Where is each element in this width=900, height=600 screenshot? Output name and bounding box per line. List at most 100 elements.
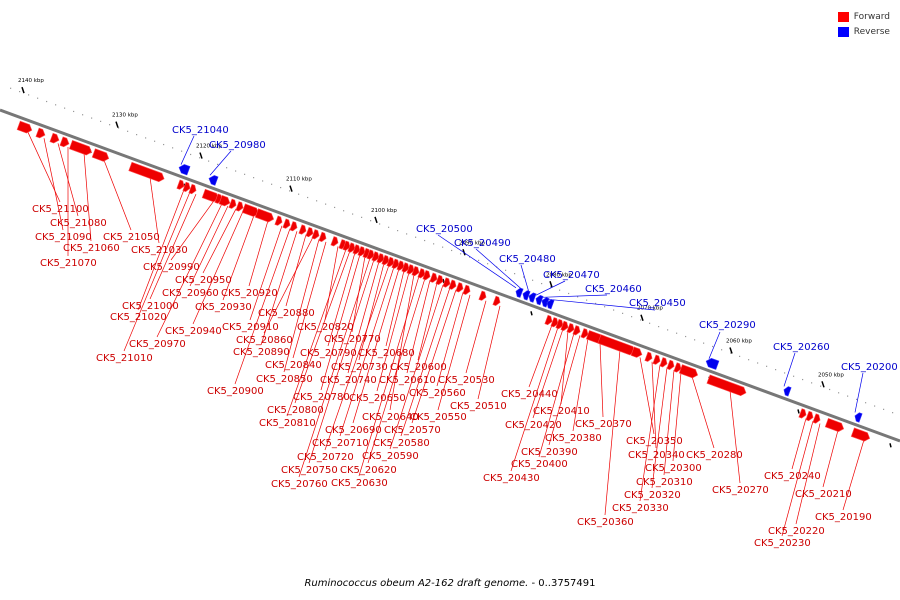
gene-arrow-ck5-20920 (254, 208, 275, 223)
gene-arrow-ck5-20330 (652, 354, 661, 365)
scale-tick-label: 2090 kbp (459, 240, 485, 246)
minor-tick (424, 239, 426, 242)
leader-line (324, 246, 339, 321)
scale-tick-label: 2100 kbp (371, 208, 397, 214)
major-tick (374, 216, 378, 224)
scale-ticks: 2140 kbp 2130 kbp 2120 kbp 2110 kbp 2100 kbp… (10, 78, 894, 448)
gene-arrow-ck5-20440 (544, 314, 553, 326)
leader-line (532, 328, 564, 419)
leader-line (123, 191, 191, 352)
gene-arrow-ck5-21100 (16, 120, 33, 134)
gene-arrow-ck5-20880 (298, 224, 307, 235)
scale-tick-label: 2110 kbp (286, 177, 312, 183)
gene-arrow-ck5-20280 (678, 364, 699, 379)
gene-arrow-ck5-20550 (462, 284, 471, 295)
leader-line (170, 200, 215, 261)
minor-tick (478, 259, 480, 261)
leader-line (192, 211, 244, 325)
gene-arrow-ck5-20650 (401, 262, 410, 273)
gene-label-ck5-20320: CK5_20320 (624, 490, 681, 501)
minor-tick (532, 279, 534, 281)
minor-tick (874, 405, 876, 407)
minor-tick (514, 273, 516, 275)
gene-arrow-ck5-20840 (318, 231, 327, 242)
gene-label-ck5-20430: CK5_20430 (483, 473, 540, 484)
minor-tick (244, 173, 246, 175)
minor-tick (883, 408, 885, 410)
gene-label-ck5-20440: CK5_20440 (501, 389, 558, 400)
leader-line (783, 352, 796, 387)
minor-tick (127, 130, 129, 132)
major-tick (21, 86, 25, 94)
gene-label-ck5-20620: CK5_20620 (340, 465, 397, 476)
gene-arrow-ck5-20960 (218, 195, 231, 207)
gene-arrow-ck5-20380 (580, 328, 589, 339)
leader-line (320, 254, 361, 391)
minor-tick (730, 352, 732, 354)
leader-line (791, 418, 807, 470)
minor-tick (559, 289, 561, 291)
gene-arrow-ck5-20600 (429, 272, 438, 283)
gene-label-ck5-20710: CK5_20710 (312, 438, 369, 449)
gene-arrow-ck5-20630 (411, 265, 420, 277)
leader-line (339, 266, 395, 437)
leader-line (822, 430, 839, 488)
gene-label-ck5-20940: CK5_20940 (165, 326, 222, 337)
major-tick (821, 381, 825, 388)
minor-tick (163, 143, 165, 146)
minor-tick (856, 398, 858, 401)
gene-label-ck5-21060: CK5_21060 (63, 243, 120, 254)
gene-arrow-ck5-20590 (435, 274, 444, 285)
gene-arrow-ck5-20740 (371, 251, 380, 262)
minor-tick (226, 167, 228, 169)
gene-label-ck5-20780: CK5_20780 (293, 392, 350, 403)
legend-reverse: Reverse (837, 24, 890, 39)
gene-label-ck5-20290: CK5_20290 (699, 320, 756, 331)
minor-tick (640, 319, 642, 321)
minor-tick (190, 153, 192, 156)
minor-tick (604, 306, 606, 308)
minor-tick (370, 220, 372, 222)
gene-label-ck5-20530: CK5_20530 (438, 375, 495, 386)
gene-arrow-ck5-20530 (478, 290, 487, 301)
gene-label-ck5-20310: CK5_20310 (636, 477, 693, 488)
minor-tick (82, 114, 84, 116)
minor-tick (145, 137, 147, 139)
gene-label-ck5-20850: CK5_20850 (256, 374, 313, 385)
gene-arrow-ck5-20200 (854, 412, 863, 423)
gene-label-ck5-20570: CK5_20570 (384, 425, 441, 436)
minor-tick-below (530, 311, 533, 316)
minor-tick (343, 210, 345, 212)
legend-reverse-label: Reverse (853, 26, 890, 37)
minor-tick (838, 392, 840, 394)
minor-tick-below (797, 409, 800, 414)
gene-arrow-ck5-20910 (274, 215, 283, 226)
gene-label-ck5-20500: CK5_20500 (416, 224, 473, 235)
major-tick (729, 347, 733, 354)
minor-tick (631, 316, 633, 318)
gene-arrow-ck5-21000 (188, 183, 197, 195)
leader-line (263, 236, 314, 334)
major-tick (640, 314, 644, 321)
minor-tick (595, 302, 597, 305)
minor-tick (658, 325, 660, 328)
gene-arrow-ck5-20310 (666, 359, 675, 370)
gene-label-ck5-20400: CK5_20400 (511, 459, 568, 470)
gene-label-ck5-21030: CK5_21030 (131, 245, 188, 256)
minor-tick (280, 186, 282, 189)
gene-label-ck5-20930: CK5_20930 (195, 302, 252, 313)
gene-label-ck5-21050: CK5_21050 (103, 232, 160, 243)
major-tick (289, 185, 293, 192)
minor-tick (613, 309, 615, 311)
scale-tick-label: 2140 kbp (18, 78, 44, 84)
leader-line (842, 439, 865, 511)
gene-arrow-ck5-20470 (535, 295, 544, 306)
leader-line (352, 268, 400, 424)
gene-label-ck5-20790: CK5_20790 (300, 348, 357, 359)
gene-arrow-ck5-21090 (35, 127, 46, 139)
minor-tick (433, 243, 435, 245)
gene-arrow-ck5-21070 (59, 136, 70, 148)
gene-arrow-ck5-20190 (850, 427, 871, 442)
leader-line (599, 342, 604, 418)
gene-label-ck5-21040: CK5_21040 (172, 125, 229, 136)
